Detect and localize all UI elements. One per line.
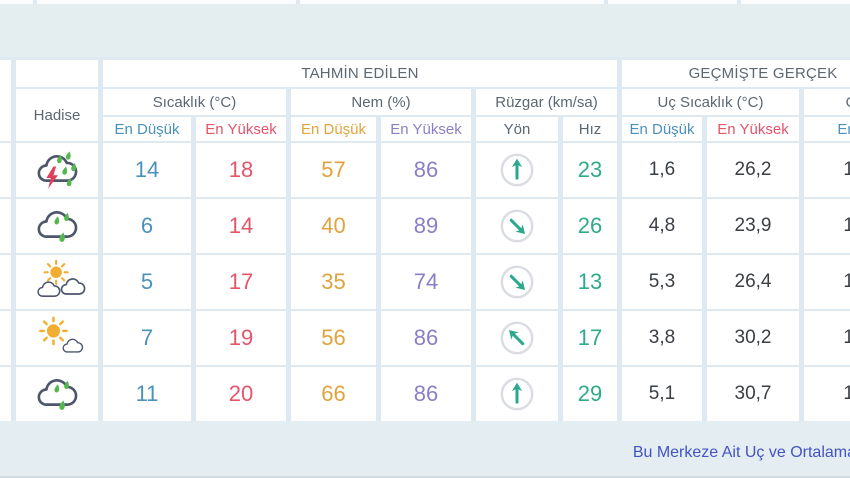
- wind-direction-icon: [498, 375, 536, 413]
- subheader-temp-max: En Yüksek: [196, 117, 286, 141]
- weather-condition-cell: [16, 255, 98, 309]
- weather-condition-cell: [16, 367, 98, 421]
- temp-min-value: 11: [103, 367, 191, 421]
- avg-min-value-cut: 10: [804, 199, 850, 253]
- rain-icon: [28, 371, 86, 417]
- temp-max-value: 14: [196, 199, 286, 253]
- hum-max-value: 86: [381, 311, 471, 365]
- sun-cloud-icon: [28, 315, 86, 361]
- ext-max-value: 26,4: [707, 255, 799, 309]
- ext-max-value: 26,2: [707, 143, 799, 197]
- temp-min-value: 6: [103, 199, 191, 253]
- subheader-hum-min: En Düşük: [291, 117, 376, 141]
- avg-min-value-cut: 10: [804, 311, 850, 365]
- group-header-forecast: TAHMİN EDİLEN: [103, 60, 617, 87]
- wind-direction-icon: [490, 255, 544, 309]
- hum-min-value: 56: [291, 311, 376, 365]
- temp-max-value: 19: [196, 311, 286, 365]
- ext-min-value: 3,8: [622, 311, 702, 365]
- sun-clouds-icon: [28, 259, 86, 305]
- subheader-ext-min: En Düşük: [622, 117, 702, 141]
- ext-min-value: 5,1: [622, 367, 702, 421]
- wind-direction-icon: [498, 151, 536, 189]
- hum-min-value: 66: [291, 367, 376, 421]
- wind-direction-cell: [476, 367, 558, 421]
- temp-min-value: 5: [103, 255, 191, 309]
- wind-direction-cell: [476, 199, 558, 253]
- rain-icon: [28, 203, 86, 249]
- header-band: [0, 4, 850, 57]
- date-cell: [0, 311, 11, 365]
- hum-max-value: 86: [381, 367, 471, 421]
- temp-max-value: 18: [196, 143, 286, 197]
- ext-max-value: 30,7: [707, 367, 799, 421]
- temp-max-value: 20: [196, 367, 286, 421]
- footer-band: [0, 421, 850, 478]
- subheader-avg-min-cut: En D: [804, 117, 850, 141]
- ext-min-value: 4,8: [622, 199, 702, 253]
- hum-max-value: 74: [381, 255, 471, 309]
- forecast-comparison-table: TAHMİN EDİLEN GEÇMİŞTE GERÇEK Hadise Sıc…: [0, 60, 850, 421]
- wind-speed-value: 26: [563, 199, 617, 253]
- date-cell: [0, 255, 11, 309]
- weather-condition-cell: [16, 199, 98, 253]
- wind-speed-value: 29: [563, 367, 617, 421]
- weather-condition-cell: [16, 143, 98, 197]
- col-header-hadise: Hadise: [16, 89, 98, 141]
- date-cell: [0, 143, 11, 197]
- subheader-wind-speed: Hız: [563, 117, 617, 141]
- temp-min-value: 14: [103, 143, 191, 197]
- page-bottom-divider: [0, 476, 850, 478]
- col-header-temperature: Sıcaklık (°C): [103, 89, 286, 115]
- subheader-temp-min: En Düşük: [103, 117, 191, 141]
- previous-table-bottom-edge: [0, 0, 850, 4]
- col-header-wind: Rüzgar (km/sa): [476, 89, 617, 115]
- hum-max-value: 89: [381, 199, 471, 253]
- temp-min-value: 7: [103, 311, 191, 365]
- hadise-header-top: [16, 60, 98, 87]
- subheader-wind-dir: Yön: [476, 117, 558, 141]
- hum-min-value: 35: [291, 255, 376, 309]
- ext-min-value: 5,3: [622, 255, 702, 309]
- ext-max-value: 30,2: [707, 311, 799, 365]
- wind-speed-value: 13: [563, 255, 617, 309]
- wind-speed-value: 17: [563, 311, 617, 365]
- ext-min-value: 1,6: [622, 143, 702, 197]
- hum-min-value: 57: [291, 143, 376, 197]
- avg-min-value-cut: 10: [804, 255, 850, 309]
- extremes-averages-link[interactable]: Bu Merkeze Ait Uç ve Ortalama: [632, 444, 850, 461]
- wind-direction-cell: [476, 143, 558, 197]
- wind-direction-cell: [476, 255, 558, 309]
- avg-min-value-cut: 10: [804, 143, 850, 197]
- wind-direction-cell: [476, 311, 558, 365]
- col-header-humidity: Nem (%): [291, 89, 471, 115]
- subheader-hum-max: En Yüksek: [381, 117, 471, 141]
- date-column-cut: [0, 60, 11, 141]
- date-cell: [0, 199, 11, 253]
- hum-max-value: 86: [381, 143, 471, 197]
- temp-max-value: 17: [196, 255, 286, 309]
- col-header-average-cut: Or: [804, 89, 850, 115]
- wind-direction-icon: [490, 199, 544, 253]
- ext-max-value: 23,9: [707, 199, 799, 253]
- wind-direction-icon: [490, 311, 544, 365]
- avg-min-value-cut: 10: [804, 367, 850, 421]
- hum-min-value: 40: [291, 199, 376, 253]
- date-cell: [0, 367, 11, 421]
- wind-speed-value: 23: [563, 143, 617, 197]
- weather-condition-cell: [16, 311, 98, 365]
- storm-rain-icon: [28, 147, 86, 193]
- col-header-extreme-temp: Uç Sıcaklık (°C): [622, 89, 799, 115]
- subheader-ext-max: En Yüksek: [707, 117, 799, 141]
- group-header-past: GEÇMİŞTE GERÇEK: [622, 60, 850, 87]
